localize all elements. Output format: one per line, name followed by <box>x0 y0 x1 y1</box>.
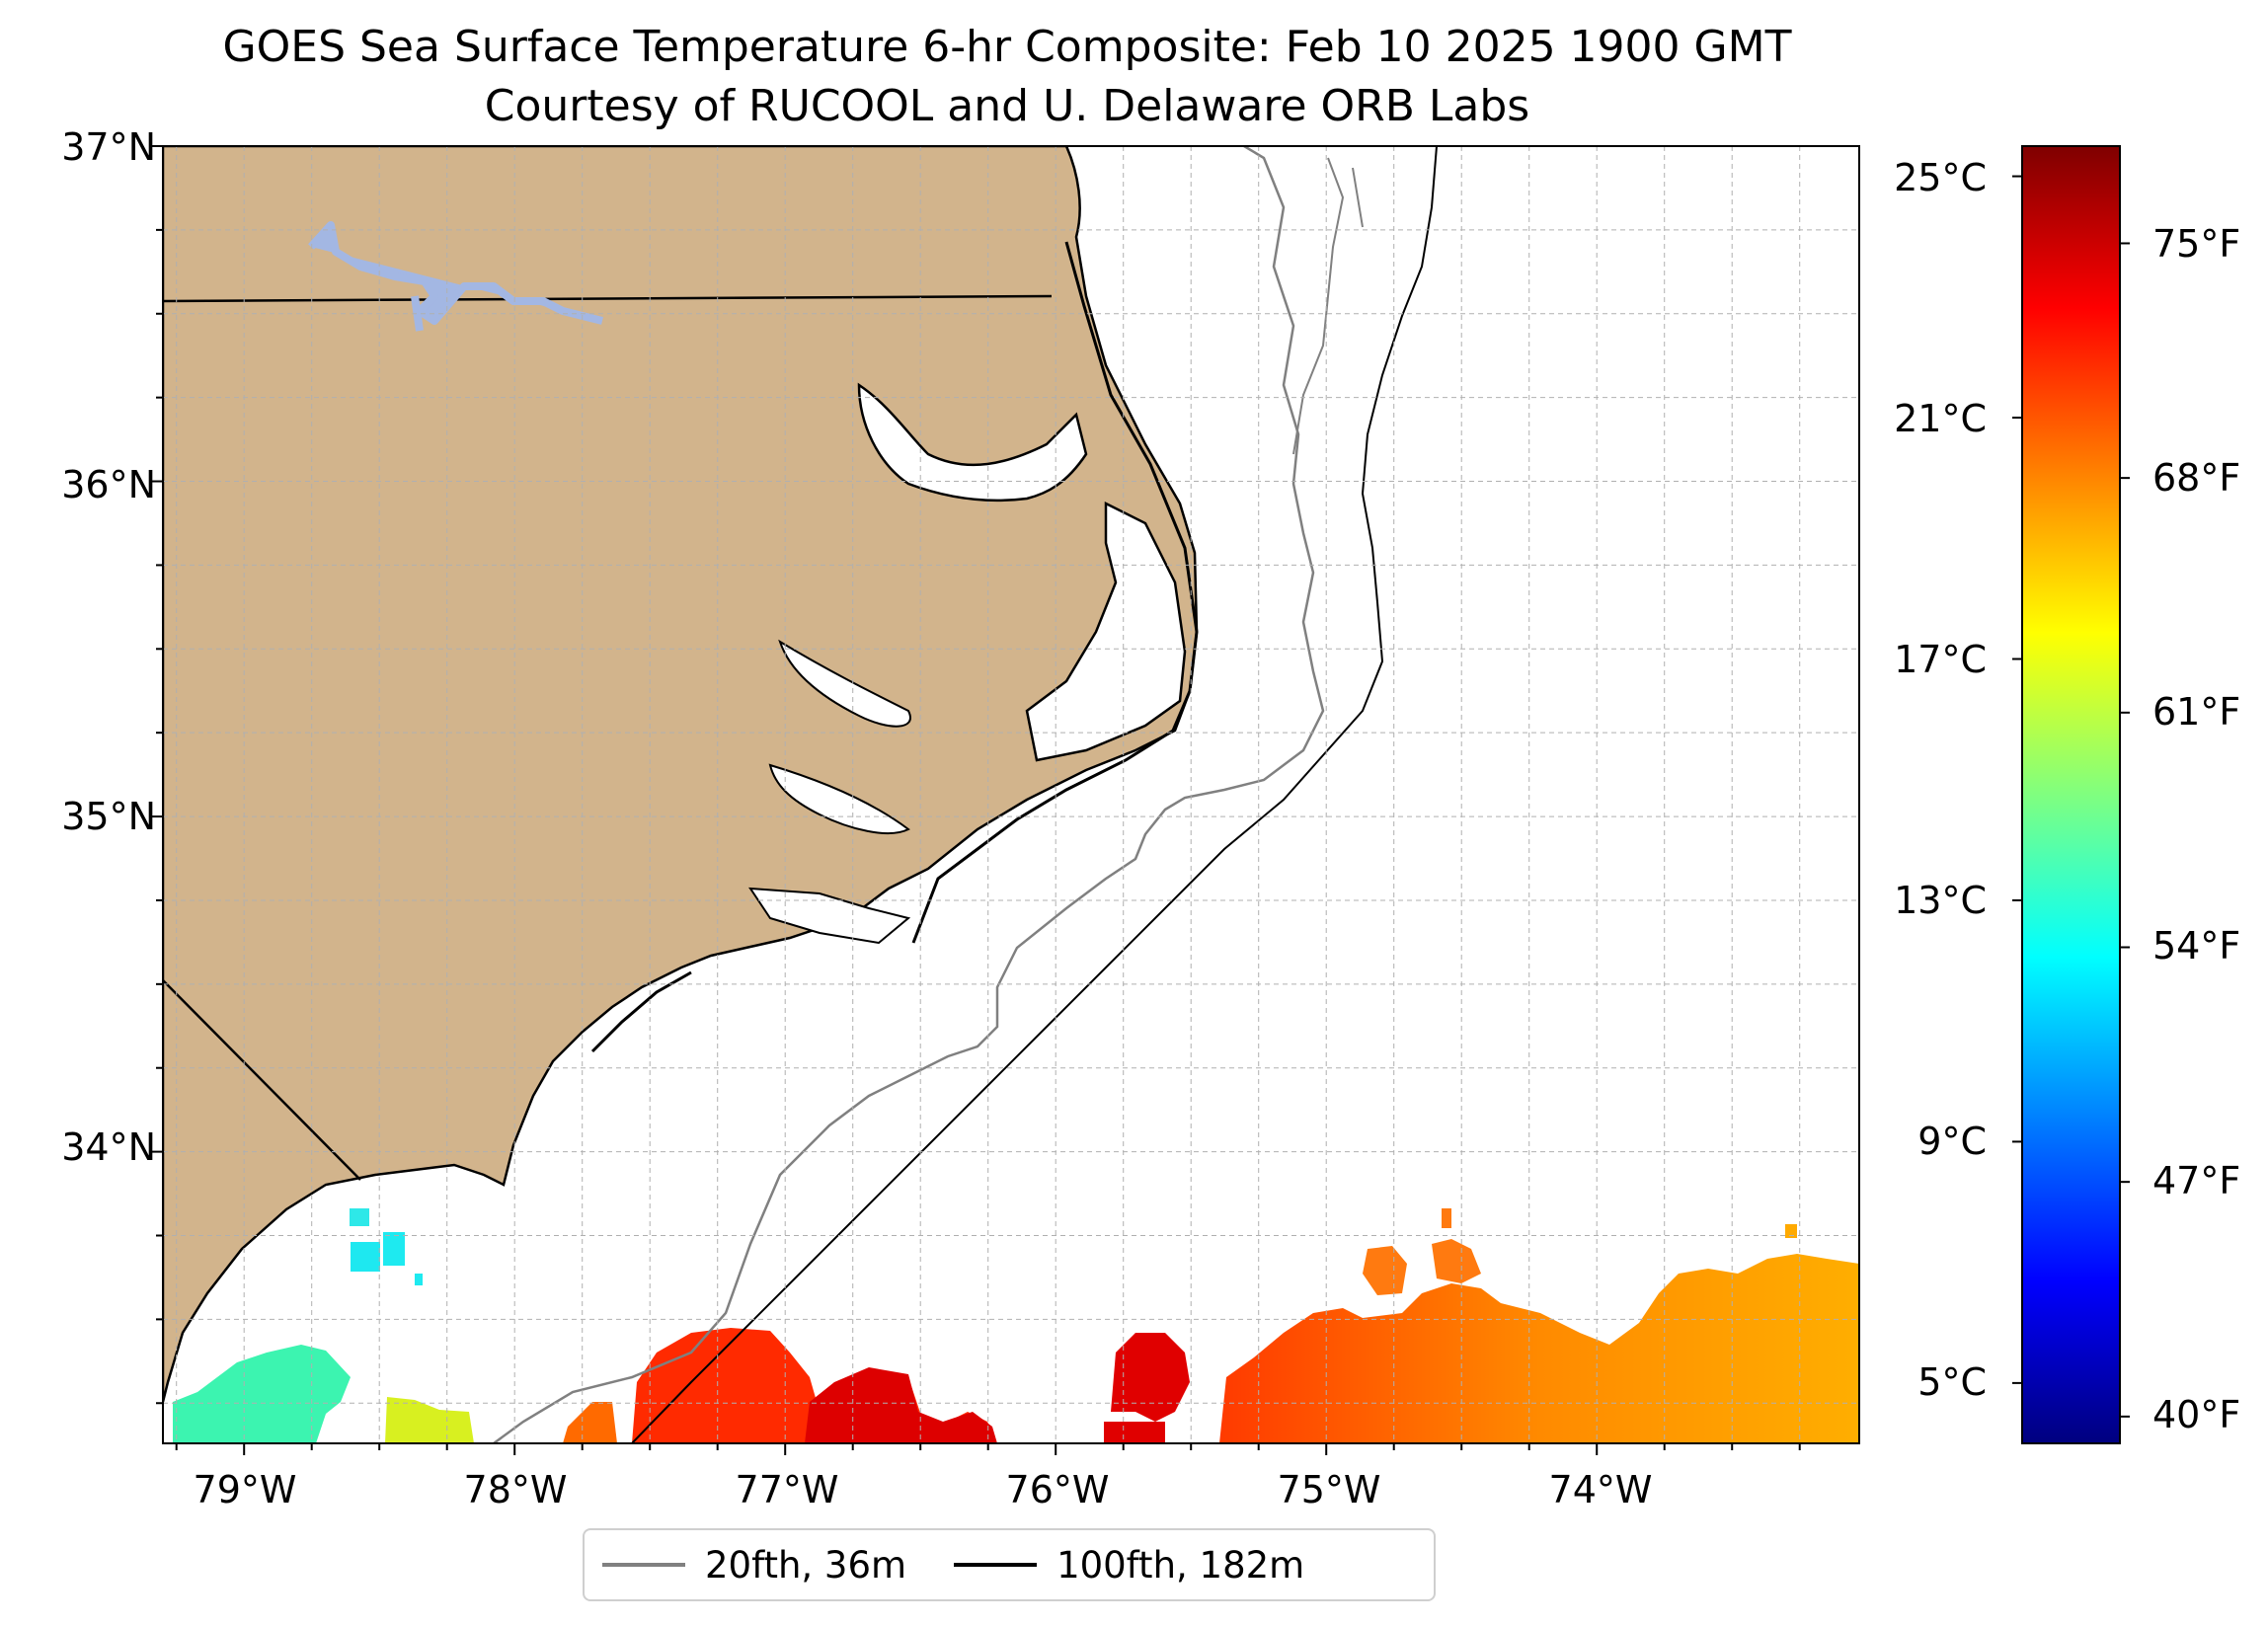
lat-label-35: 35°N <box>61 795 156 838</box>
contour-20fth <box>493 146 1325 1443</box>
colorbar-label-c-25: 25°C <box>1894 156 1987 199</box>
nc-va-border <box>163 294 1053 303</box>
legend-item-100fth: 100fth, 182m <box>936 1530 1304 1599</box>
colorbar-ticks <box>2012 175 2130 1418</box>
legend: 20fth, 36m 100fth, 182m <box>583 1528 1436 1601</box>
colorbar-label-f-61: 61°F <box>2152 690 2240 734</box>
outer-banks <box>911 241 1199 944</box>
lon-label-76: 76°W <box>1006 1468 1110 1511</box>
colorbar-label-c-9: 9°C <box>1917 1120 1987 1163</box>
colorbar <box>2021 145 2121 1444</box>
colorbar-label-f-68: 68°F <box>2152 456 2240 500</box>
pamlico-river <box>778 639 911 728</box>
lake <box>308 221 603 332</box>
legend-label-100fth: 100fth, 182m <box>1056 1543 1305 1587</box>
legend-label-20fth: 20fth, 36m <box>705 1543 907 1587</box>
colorbar-label-f-47: 47°F <box>2152 1159 2240 1202</box>
colorbar-label-c-21: 21°C <box>1894 397 1987 440</box>
colorbar-label-c-17: 17°C <box>1894 638 1987 681</box>
pamlico-sound <box>1025 501 1187 762</box>
albemarle-sound <box>857 382 1088 503</box>
cape-lookout-bight <box>748 887 911 945</box>
lon-label-77: 77°W <box>736 1468 839 1511</box>
lat-label-37: 37°N <box>61 125 156 169</box>
lon-label-78: 78°W <box>464 1468 568 1511</box>
legend-swatch-100fth <box>954 1563 1038 1567</box>
colorbar-label-c-5: 5°C <box>1917 1360 1987 1404</box>
legend-swatch-20fth <box>602 1563 685 1567</box>
colorbar-label-f-75: 75°F <box>2152 222 2240 266</box>
colorbar-label-c-13: 13°C <box>1894 879 1987 922</box>
colorbar-label-f-40: 40°F <box>2152 1393 2240 1436</box>
map-ticks <box>151 145 1801 1455</box>
gridlines <box>163 146 1859 1443</box>
lat-label-34: 34°N <box>61 1125 156 1169</box>
legend-item-20fth: 20fth, 36m <box>585 1530 906 1599</box>
lon-label-79: 79°W <box>194 1468 297 1511</box>
sst-data <box>173 1208 1859 1443</box>
nc-sc-border <box>163 979 361 1181</box>
chart-subtitle: Courtesy of RUCOOL and U. Delaware ORB L… <box>484 81 1530 131</box>
contour-100fth <box>631 146 1438 1443</box>
lon-label-75: 75°W <box>1278 1468 1381 1511</box>
chart-title: GOES Sea Surface Temperature 6-hr Compos… <box>222 22 1792 72</box>
map-frame <box>162 145 1860 1444</box>
colorbar-label-f-54: 54°F <box>2152 924 2240 968</box>
lat-label-36: 36°N <box>61 463 156 506</box>
lon-label-74: 74°W <box>1549 1468 1653 1511</box>
